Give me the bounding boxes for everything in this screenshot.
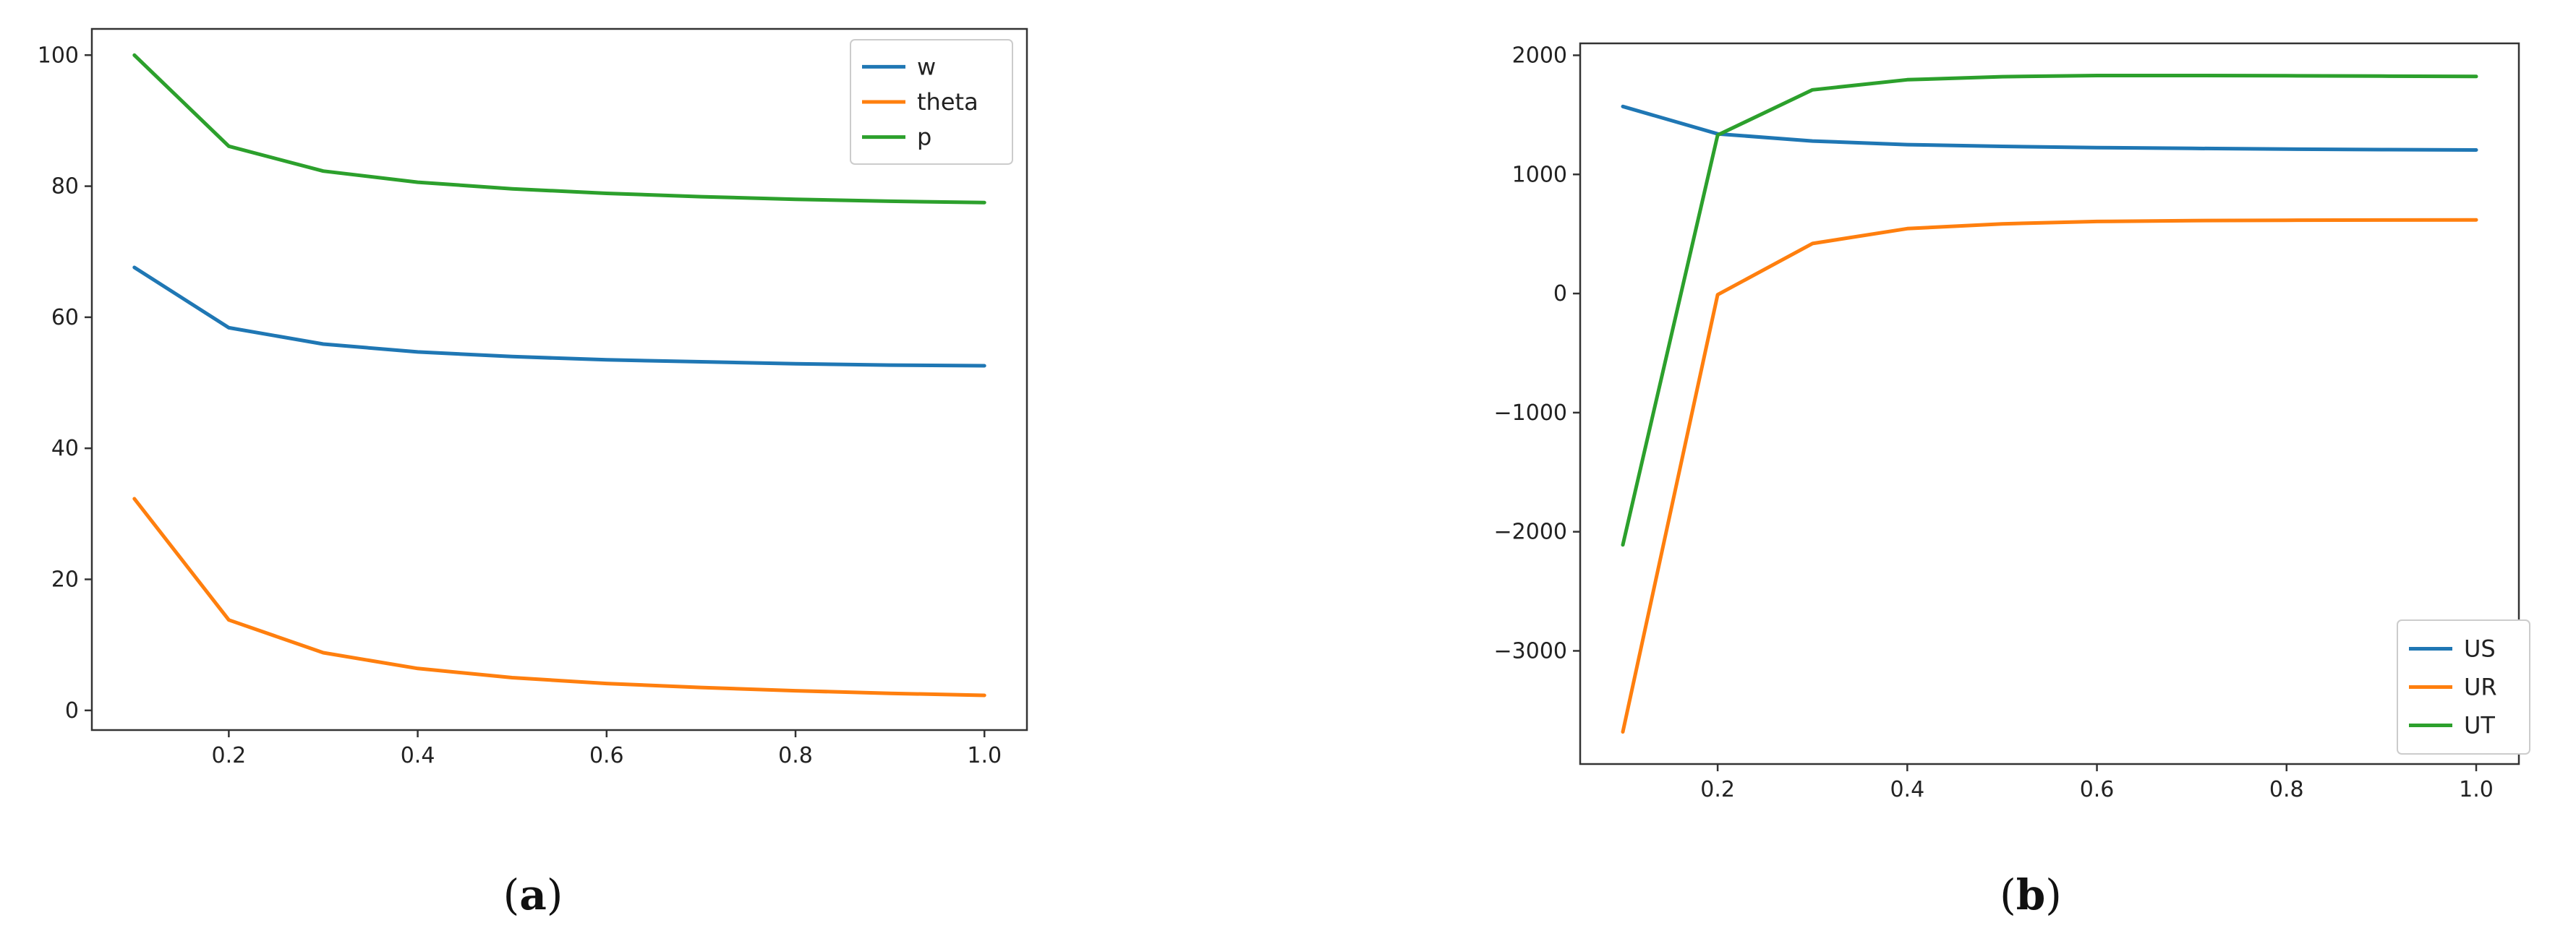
legend-label-w: w <box>917 53 936 80</box>
caption-a-letter: a <box>519 870 547 919</box>
y-tick-label: 0 <box>65 698 79 724</box>
y-tick-label: −1000 <box>1494 400 1567 426</box>
chart-panel-a: 0.2 0.4 0.6 0.8 1.0 0 20 40 60 80 100 w theta p (a) <box>38 27 1028 919</box>
plot-area-b <box>1621 74 2478 734</box>
y-tick-label: 100 <box>38 43 79 68</box>
x-tick-label: 1.0 <box>967 743 1002 768</box>
chart-panel-b: 0.2 0.4 0.6 0.8 1.0 −3000 −2000 −1000 0 1000 2000… <box>1494 42 2530 919</box>
legend-label-ut: UT <box>2464 712 2495 739</box>
x-axis-b: 0.2 0.4 0.6 0.8 1.0 <box>1700 764 2494 802</box>
caption-a: (a) <box>503 870 563 919</box>
legend-label-ur: UR <box>2464 674 2497 701</box>
x-tick-label: 0.2 <box>212 743 247 768</box>
caption-b-letter: b <box>2016 870 2046 919</box>
series-line-w <box>132 265 986 368</box>
series-line-p <box>132 53 986 205</box>
y-tick-label: 1000 <box>1512 162 1567 187</box>
axes-frame-a <box>90 27 1028 732</box>
y-tick-label: −2000 <box>1494 520 1567 545</box>
legend-b: US UR UT <box>2397 619 2530 755</box>
caption-b: (b) <box>2000 870 2062 919</box>
y-axis-b: −3000 −2000 −1000 0 1000 2000 <box>1494 43 1580 664</box>
y-tick-label: 40 <box>51 436 79 461</box>
series-line-ut <box>1621 74 2478 547</box>
legend-a: w theta p <box>850 39 1013 165</box>
series-line-us <box>1621 104 2478 152</box>
x-tick-label: 0.4 <box>1890 777 1924 802</box>
legend-label-theta: theta <box>917 88 978 116</box>
series-line-ur <box>1621 218 2478 734</box>
y-tick-label: 0 <box>1553 281 1567 306</box>
plot-area-a <box>132 53 986 698</box>
x-tick-label: 0.2 <box>1700 777 1735 802</box>
y-tick-label: 2000 <box>1512 43 1567 68</box>
legend-frame-a <box>850 39 1013 165</box>
legend-label-us: US <box>2464 635 2496 663</box>
x-tick-label: 0.6 <box>2080 777 2115 802</box>
series-line-theta <box>132 497 986 698</box>
x-tick-label: 0.4 <box>401 743 435 768</box>
y-axis-a: 0 20 40 60 80 100 <box>38 43 92 724</box>
axes-frame-b <box>1579 42 2520 765</box>
x-tick-label: 0.6 <box>589 743 624 768</box>
y-tick-label: 80 <box>51 174 79 200</box>
y-tick-label: 60 <box>51 305 79 330</box>
x-tick-label: 0.8 <box>2269 777 2304 802</box>
legend-frame-b <box>2397 619 2530 755</box>
x-axis-a: 0.2 0.4 0.6 0.8 1.0 <box>212 730 1002 768</box>
x-tick-label: 0.8 <box>778 743 813 768</box>
y-tick-label: 20 <box>51 567 79 592</box>
legend-label-p: p <box>917 124 931 151</box>
y-tick-label: −3000 <box>1494 638 1567 664</box>
x-tick-label: 1.0 <box>2459 777 2494 802</box>
